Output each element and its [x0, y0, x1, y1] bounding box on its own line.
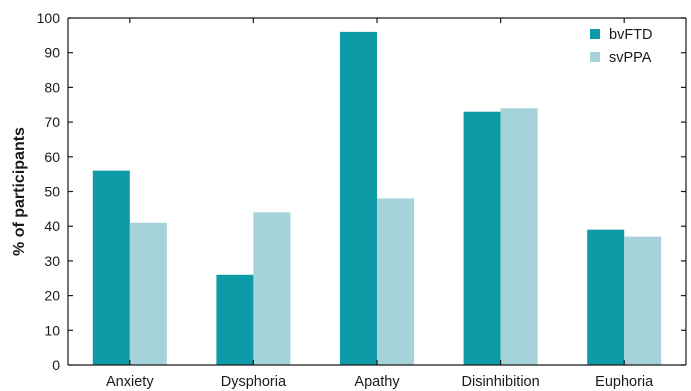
legend-swatch-svPPA — [590, 52, 600, 62]
y-tick-label: 60 — [44, 149, 60, 165]
bar-bvFTD-Dysphoria — [216, 274, 254, 365]
x-tick-labels: Anxiety Dysphoria Apathy Disinhibition Eupho… — [106, 18, 654, 390]
bar-svPPA-Disinhibition — [500, 108, 538, 365]
y-tick-label: 40 — [44, 218, 60, 234]
y-tick-label: 100 — [37, 10, 61, 26]
y-tick-label: 0 — [52, 357, 60, 373]
bar-svPPA-Apathy — [377, 198, 414, 365]
bar-bvFTD-Euphoria — [587, 229, 625, 365]
y-tick-label: 90 — [44, 45, 60, 61]
legend-label: bvFTD — [609, 27, 653, 43]
y-axis-label: % of participants — [11, 127, 28, 256]
legend-swatch-bvFTD — [590, 29, 600, 39]
y-tick-label: 50 — [44, 184, 60, 200]
y-tick-label: 70 — [44, 114, 60, 130]
x-tick-label: Apathy — [354, 374, 400, 390]
legend: bvFTD svPPA — [590, 27, 653, 66]
bar-svPPA-Anxiety — [129, 222, 167, 365]
x-tick-label: Disinhibition — [462, 374, 540, 390]
y-tick-label: 10 — [44, 322, 60, 338]
x-tick-label: Euphoria — [595, 374, 654, 390]
y-tick-label: 80 — [44, 79, 60, 95]
bar-svPPA-Dysphoria — [253, 212, 291, 365]
y-ticks: 0 10 20 30 40 50 60 70 80 90 100 — [37, 10, 686, 373]
y-tick-label: 20 — [44, 288, 60, 304]
bar-bvFTD-Disinhibition — [463, 111, 501, 365]
x-tick-label: Anxiety — [106, 374, 154, 390]
legend-label: svPPA — [609, 50, 652, 66]
x-tick-label: Dysphoria — [221, 374, 287, 390]
bar-bvFTD-Anxiety — [92, 170, 130, 365]
bar-svPPA-Euphoria — [624, 236, 662, 365]
bars-layer — [92, 31, 662, 365]
bar-bvFTD-Apathy — [340, 31, 377, 365]
y-tick-label: 30 — [44, 253, 60, 269]
